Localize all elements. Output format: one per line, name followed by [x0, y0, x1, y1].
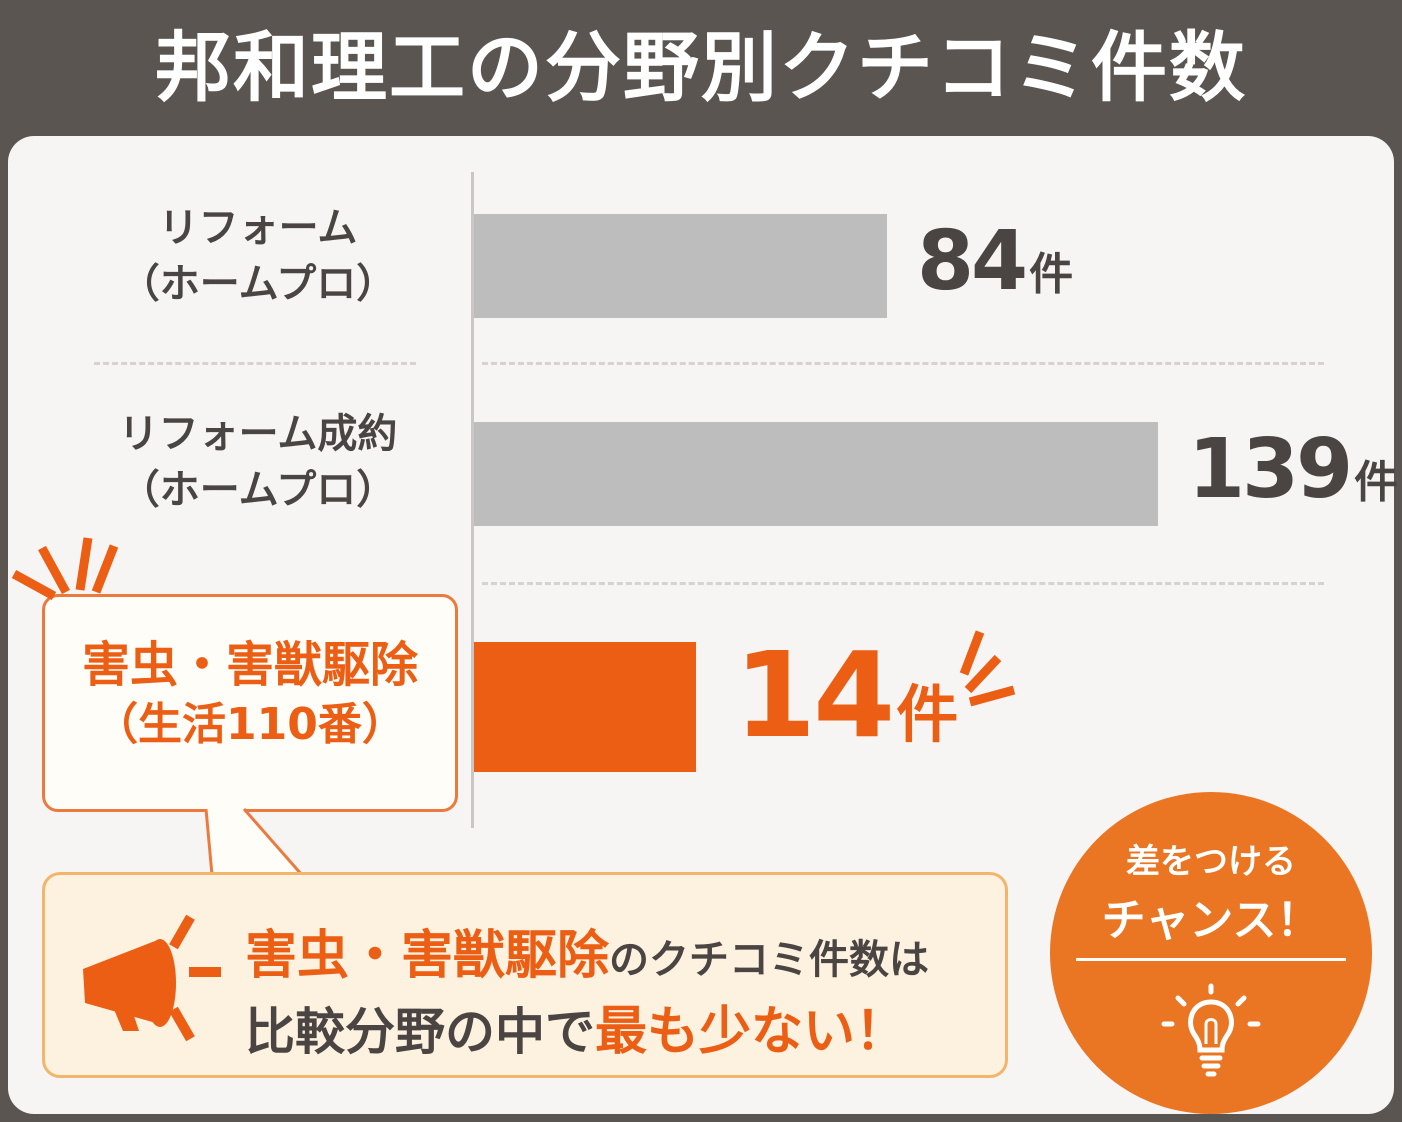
note-line-2: 比較分野の中で最も少ない！ — [245, 989, 907, 1064]
value-label-0: 84件 — [917, 214, 1073, 309]
value-label-1: 139件 — [1188, 422, 1398, 517]
note-highlight: 害虫・害獣駆除 — [245, 926, 610, 986]
value-unit: 件 — [1354, 457, 1399, 508]
note-text: 比較分野の中で — [245, 1003, 595, 1061]
page-title: 邦和理工の分野別クチコミ件数 — [155, 23, 1247, 112]
badge-divider — [1076, 958, 1346, 961]
callout-pointer — [204, 808, 304, 879]
value-number: 139 — [1188, 422, 1353, 517]
category-label-reform-contract: リフォーム成約 （ホームプロ） — [88, 406, 428, 518]
badge-line1: 差をつける — [1126, 842, 1296, 882]
value-number: 84 — [917, 214, 1028, 309]
value-unit: 件 — [896, 678, 959, 751]
bar-axis-line — [471, 172, 474, 828]
bar-0 — [474, 214, 887, 318]
highlight-category-box: 害虫・害獣駆除 （生活110番） — [42, 594, 458, 812]
chart-card: リフォーム （ホームプロ） リフォーム成約 （ホームプロ） 84件 139件 14件… — [8, 136, 1398, 1114]
category-label-line: リフォーム成約 — [118, 411, 398, 457]
value-label-2: 14件 — [734, 626, 958, 764]
note-line-1: 害虫・害獣駆除のクチコミ件数は — [245, 913, 929, 988]
category-label-line: リフォーム — [158, 205, 358, 251]
burst-icon — [11, 537, 119, 600]
value-number: 14 — [734, 626, 895, 764]
category-label-line: （ホームプロ） — [119, 261, 397, 307]
row-divider — [94, 362, 416, 365]
highlight-category-line2: （生活110番） — [94, 699, 406, 750]
note-box: 害虫・害獣駆除のクチコミ件数は 比較分野の中で最も少ない！ — [42, 872, 1008, 1078]
note-highlight: 最も少ない！ — [595, 1002, 908, 1062]
burst-icon — [959, 630, 1016, 707]
value-unit: 件 — [1029, 249, 1074, 300]
bar-2 — [474, 642, 696, 772]
note-text: のクチコミ件数は — [609, 937, 930, 983]
badge-line2: チャンス！ — [1101, 895, 1321, 946]
bar-1 — [474, 422, 1158, 526]
row-divider — [482, 582, 1324, 585]
row-divider — [482, 362, 1324, 365]
category-label-line: （ホームプロ） — [119, 467, 397, 513]
highlight-category-line1: 害虫・害獣駆除 — [81, 637, 418, 693]
chance-badge: 差をつける チャンス！ — [1050, 792, 1372, 1114]
category-label-reform: リフォーム （ホームプロ） — [88, 200, 428, 312]
lightbulb-icon — [1161, 983, 1261, 1077]
megaphone-icon — [83, 914, 221, 1042]
